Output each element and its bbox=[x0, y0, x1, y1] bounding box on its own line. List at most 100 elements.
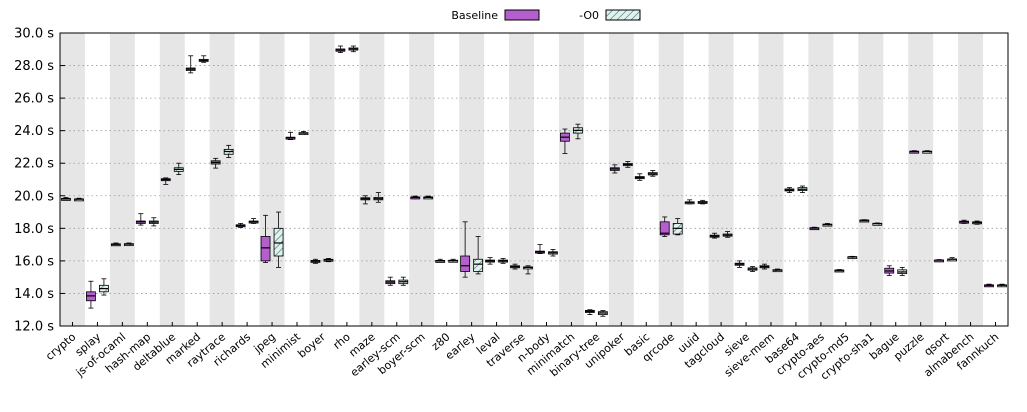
box-baseline-puzzle bbox=[909, 150, 920, 154]
y-tick-label: 22.0 s bbox=[14, 157, 54, 172]
y-tick-label: 20.0 s bbox=[14, 189, 54, 204]
box-baseline-marked bbox=[185, 55, 196, 74]
y-tick-label: 14.0 s bbox=[14, 287, 54, 302]
y-tick-label: 28.0 s bbox=[14, 59, 54, 74]
box-o0-earley-scm bbox=[398, 276, 409, 286]
box-o0-traverse bbox=[523, 265, 533, 275]
category-band bbox=[808, 33, 834, 326]
box-baseline-sieve-mem bbox=[759, 263, 770, 270]
box-body bbox=[473, 258, 484, 272]
y-tick-label: 30.0 s bbox=[14, 27, 54, 42]
box-o0-boyer bbox=[323, 258, 334, 263]
box-o0-crypto bbox=[74, 197, 84, 202]
category-band bbox=[558, 33, 584, 326]
box-o0-leval bbox=[498, 258, 508, 264]
category-bands bbox=[60, 33, 984, 326]
box-o0-boyer-scm bbox=[423, 195, 434, 200]
box-baseline-splay bbox=[86, 280, 96, 309]
category-band bbox=[309, 33, 335, 326]
box-o0-deltablue bbox=[173, 162, 184, 176]
box-baseline-earley-scm bbox=[385, 276, 396, 286]
x-axis: cryptosplayjs-of-ocamlhash-mapdeltabluem… bbox=[43, 322, 1001, 383]
category-band bbox=[359, 33, 385, 326]
x-tick-label: earley bbox=[443, 330, 478, 362]
box-baseline-n-body bbox=[535, 244, 545, 254]
box-body bbox=[460, 255, 471, 272]
box-baseline-boyer-scm bbox=[410, 195, 421, 200]
box-o0-z80 bbox=[448, 258, 459, 263]
box-o0-minimist bbox=[298, 131, 309, 136]
category-band bbox=[858, 33, 884, 326]
box-baseline-sieve bbox=[734, 260, 745, 268]
box-o0-rho bbox=[348, 45, 359, 53]
box-baseline-leval bbox=[485, 257, 495, 265]
box-o0-bague bbox=[897, 266, 908, 276]
category-band bbox=[658, 33, 684, 326]
box-o0-sieve-mem bbox=[772, 268, 783, 273]
box-o0-fannkuch bbox=[997, 283, 1007, 288]
box-baseline-hash-map bbox=[135, 213, 146, 226]
box-o0-crypto-sha1 bbox=[872, 222, 883, 226]
y-tick-label: 24.0 s bbox=[14, 124, 54, 139]
box-baseline-minimatch bbox=[560, 128, 570, 154]
box-o0-richards bbox=[248, 218, 259, 224]
box-body bbox=[260, 236, 271, 262]
box-baseline-uuid bbox=[684, 199, 695, 205]
box-o0-splay bbox=[99, 278, 109, 296]
category-band bbox=[758, 33, 784, 326]
box-o0-crypto-aes bbox=[822, 223, 833, 227]
box-o0-raytrace bbox=[223, 144, 234, 158]
box-baseline-crypto-aes bbox=[809, 226, 820, 231]
box-o0-n-body bbox=[548, 249, 558, 257]
category-band bbox=[608, 33, 634, 326]
y-tick-label: 18.0 s bbox=[14, 222, 54, 237]
plot-frame bbox=[59, 32, 1009, 327]
box-o0-crypto-md5 bbox=[847, 255, 858, 260]
box-baseline-crypto-sha1 bbox=[859, 219, 870, 223]
y-tick-label: 26.0 s bbox=[14, 92, 54, 107]
category-band bbox=[259, 33, 285, 326]
box-o0-sieve bbox=[747, 266, 758, 272]
box-baseline-maze bbox=[360, 195, 371, 205]
box-baseline-traverse bbox=[510, 263, 520, 270]
box-o0-unipoker bbox=[622, 161, 633, 168]
box-baseline-tagcloud bbox=[709, 232, 720, 239]
category-band bbox=[459, 33, 485, 326]
box-o0-basic bbox=[647, 170, 658, 177]
box-o0-marked bbox=[198, 55, 209, 63]
box-baseline-js-of-ocaml bbox=[110, 242, 121, 247]
box-baseline-almabench bbox=[959, 219, 969, 224]
category-band bbox=[509, 33, 534, 326]
box-o0-maze bbox=[373, 192, 384, 203]
y-tick-label: 16.0 s bbox=[14, 254, 54, 269]
box-baseline-base64 bbox=[784, 187, 795, 193]
box-series bbox=[61, 45, 1007, 317]
category-band bbox=[908, 33, 934, 326]
legend-label-baseline: Baseline bbox=[451, 9, 498, 22]
category-band bbox=[60, 33, 85, 326]
category-band bbox=[209, 33, 235, 326]
box-baseline-earley bbox=[460, 221, 471, 278]
box-baseline-qsort bbox=[934, 259, 945, 263]
box-o0-almabench bbox=[972, 220, 982, 225]
legend-swatch-o0 bbox=[605, 9, 641, 21]
box-body bbox=[659, 221, 670, 236]
box-baseline-crypto-md5 bbox=[834, 269, 845, 273]
box-o0-tagcloud bbox=[722, 231, 733, 238]
y-tick-label: 12.0 s bbox=[14, 320, 54, 335]
legend: Baseline -O0 bbox=[451, 9, 641, 22]
box-body bbox=[273, 227, 284, 257]
box-o0-js-of-ocaml bbox=[123, 242, 134, 247]
category-band bbox=[409, 33, 435, 326]
box-baseline-jpeg bbox=[260, 214, 271, 263]
legend-label-o0: -O0 bbox=[579, 9, 599, 22]
box-baseline-minimist bbox=[285, 131, 296, 141]
box-baseline-basic bbox=[634, 173, 645, 181]
box-baseline-rho bbox=[335, 45, 346, 53]
box-baseline-crypto bbox=[61, 197, 71, 201]
box-baseline-qrcode bbox=[659, 216, 670, 237]
box-baseline-deltablue bbox=[160, 177, 171, 185]
box-o0-minimatch bbox=[573, 123, 583, 140]
box-o0-hash-map bbox=[148, 217, 159, 227]
